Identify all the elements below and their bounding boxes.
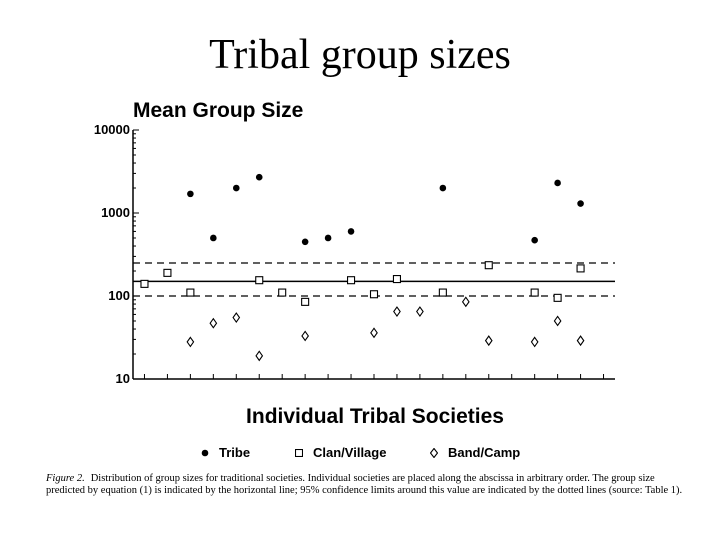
y-tick-label: 10 <box>115 371 130 386</box>
tribe-point <box>255 173 263 181</box>
legend-label: Band/Camp <box>448 445 521 460</box>
legend-item-band-camp: Band/Camp <box>430 445 520 460</box>
clan-village-point <box>369 290 379 299</box>
band-camp-point <box>553 315 562 327</box>
band-camp-point <box>209 317 218 329</box>
tribe-point <box>301 238 309 246</box>
clan-village-point <box>163 268 172 277</box>
band-camp-point <box>186 336 195 348</box>
band-camp-point <box>576 335 585 347</box>
plot-area <box>132 129 615 380</box>
y-tick-label: 1000 <box>101 205 130 220</box>
clan-village-point <box>140 279 149 288</box>
open-diamond-marker-icon <box>430 447 438 458</box>
caption-lead: Figure 2. <box>46 473 85 484</box>
legend-item-tribe: Tribe <box>201 445 250 460</box>
legend: Tribe Clan/Village Band/Camp <box>195 445 615 465</box>
band-camp-point <box>370 327 378 339</box>
band-camp-point <box>255 350 264 362</box>
y-axis-title: Mean Group Size <box>133 99 304 122</box>
legend-label: Clan/Village <box>313 445 387 460</box>
tribe-point <box>577 200 584 207</box>
clan-village-point <box>530 288 539 297</box>
clan-village-point <box>438 288 447 297</box>
clan-village-point <box>186 288 195 297</box>
legend-item-clan-village: Clan/Village <box>295 445 386 460</box>
tribe-point <box>531 236 538 244</box>
clan-village-point <box>346 276 356 285</box>
band-camp-point <box>416 306 424 317</box>
filled-circle-marker-icon <box>201 449 209 456</box>
tribe-point <box>439 184 447 192</box>
band-camp-point <box>484 335 493 347</box>
clan-village-point <box>278 288 287 297</box>
tribe-point <box>347 228 355 235</box>
clan-village-point <box>576 264 585 273</box>
clan-village-point <box>392 275 402 284</box>
band-camp-point <box>530 336 539 348</box>
clan-village-point <box>553 293 562 302</box>
tribe-point <box>232 184 240 192</box>
slide-title: Tribal group sizes <box>209 32 511 78</box>
tribe-point <box>187 190 194 198</box>
open-square-marker-icon <box>295 448 303 457</box>
clan-village-point <box>301 297 310 306</box>
caption-text: Distribution of group sizes for traditio… <box>46 473 683 496</box>
band-camp-point <box>393 306 401 317</box>
tribe-point <box>324 234 332 242</box>
legend-label: Tribe <box>219 445 251 460</box>
band-camp-point <box>232 312 241 323</box>
x-axis-title: Individual Tribal Societies <box>246 405 504 428</box>
band-camp-point <box>301 330 310 342</box>
y-tick-label: 10000 <box>93 122 130 137</box>
clan-village-point <box>255 276 264 285</box>
y-tick-label: 100 <box>108 288 130 303</box>
band-camp-point <box>461 296 470 308</box>
clan-village-point <box>484 261 493 270</box>
tribe-point <box>554 179 561 187</box>
figure-caption: Figure 2. Distribution of group sizes for… <box>46 473 686 497</box>
tribe-point <box>210 234 217 242</box>
